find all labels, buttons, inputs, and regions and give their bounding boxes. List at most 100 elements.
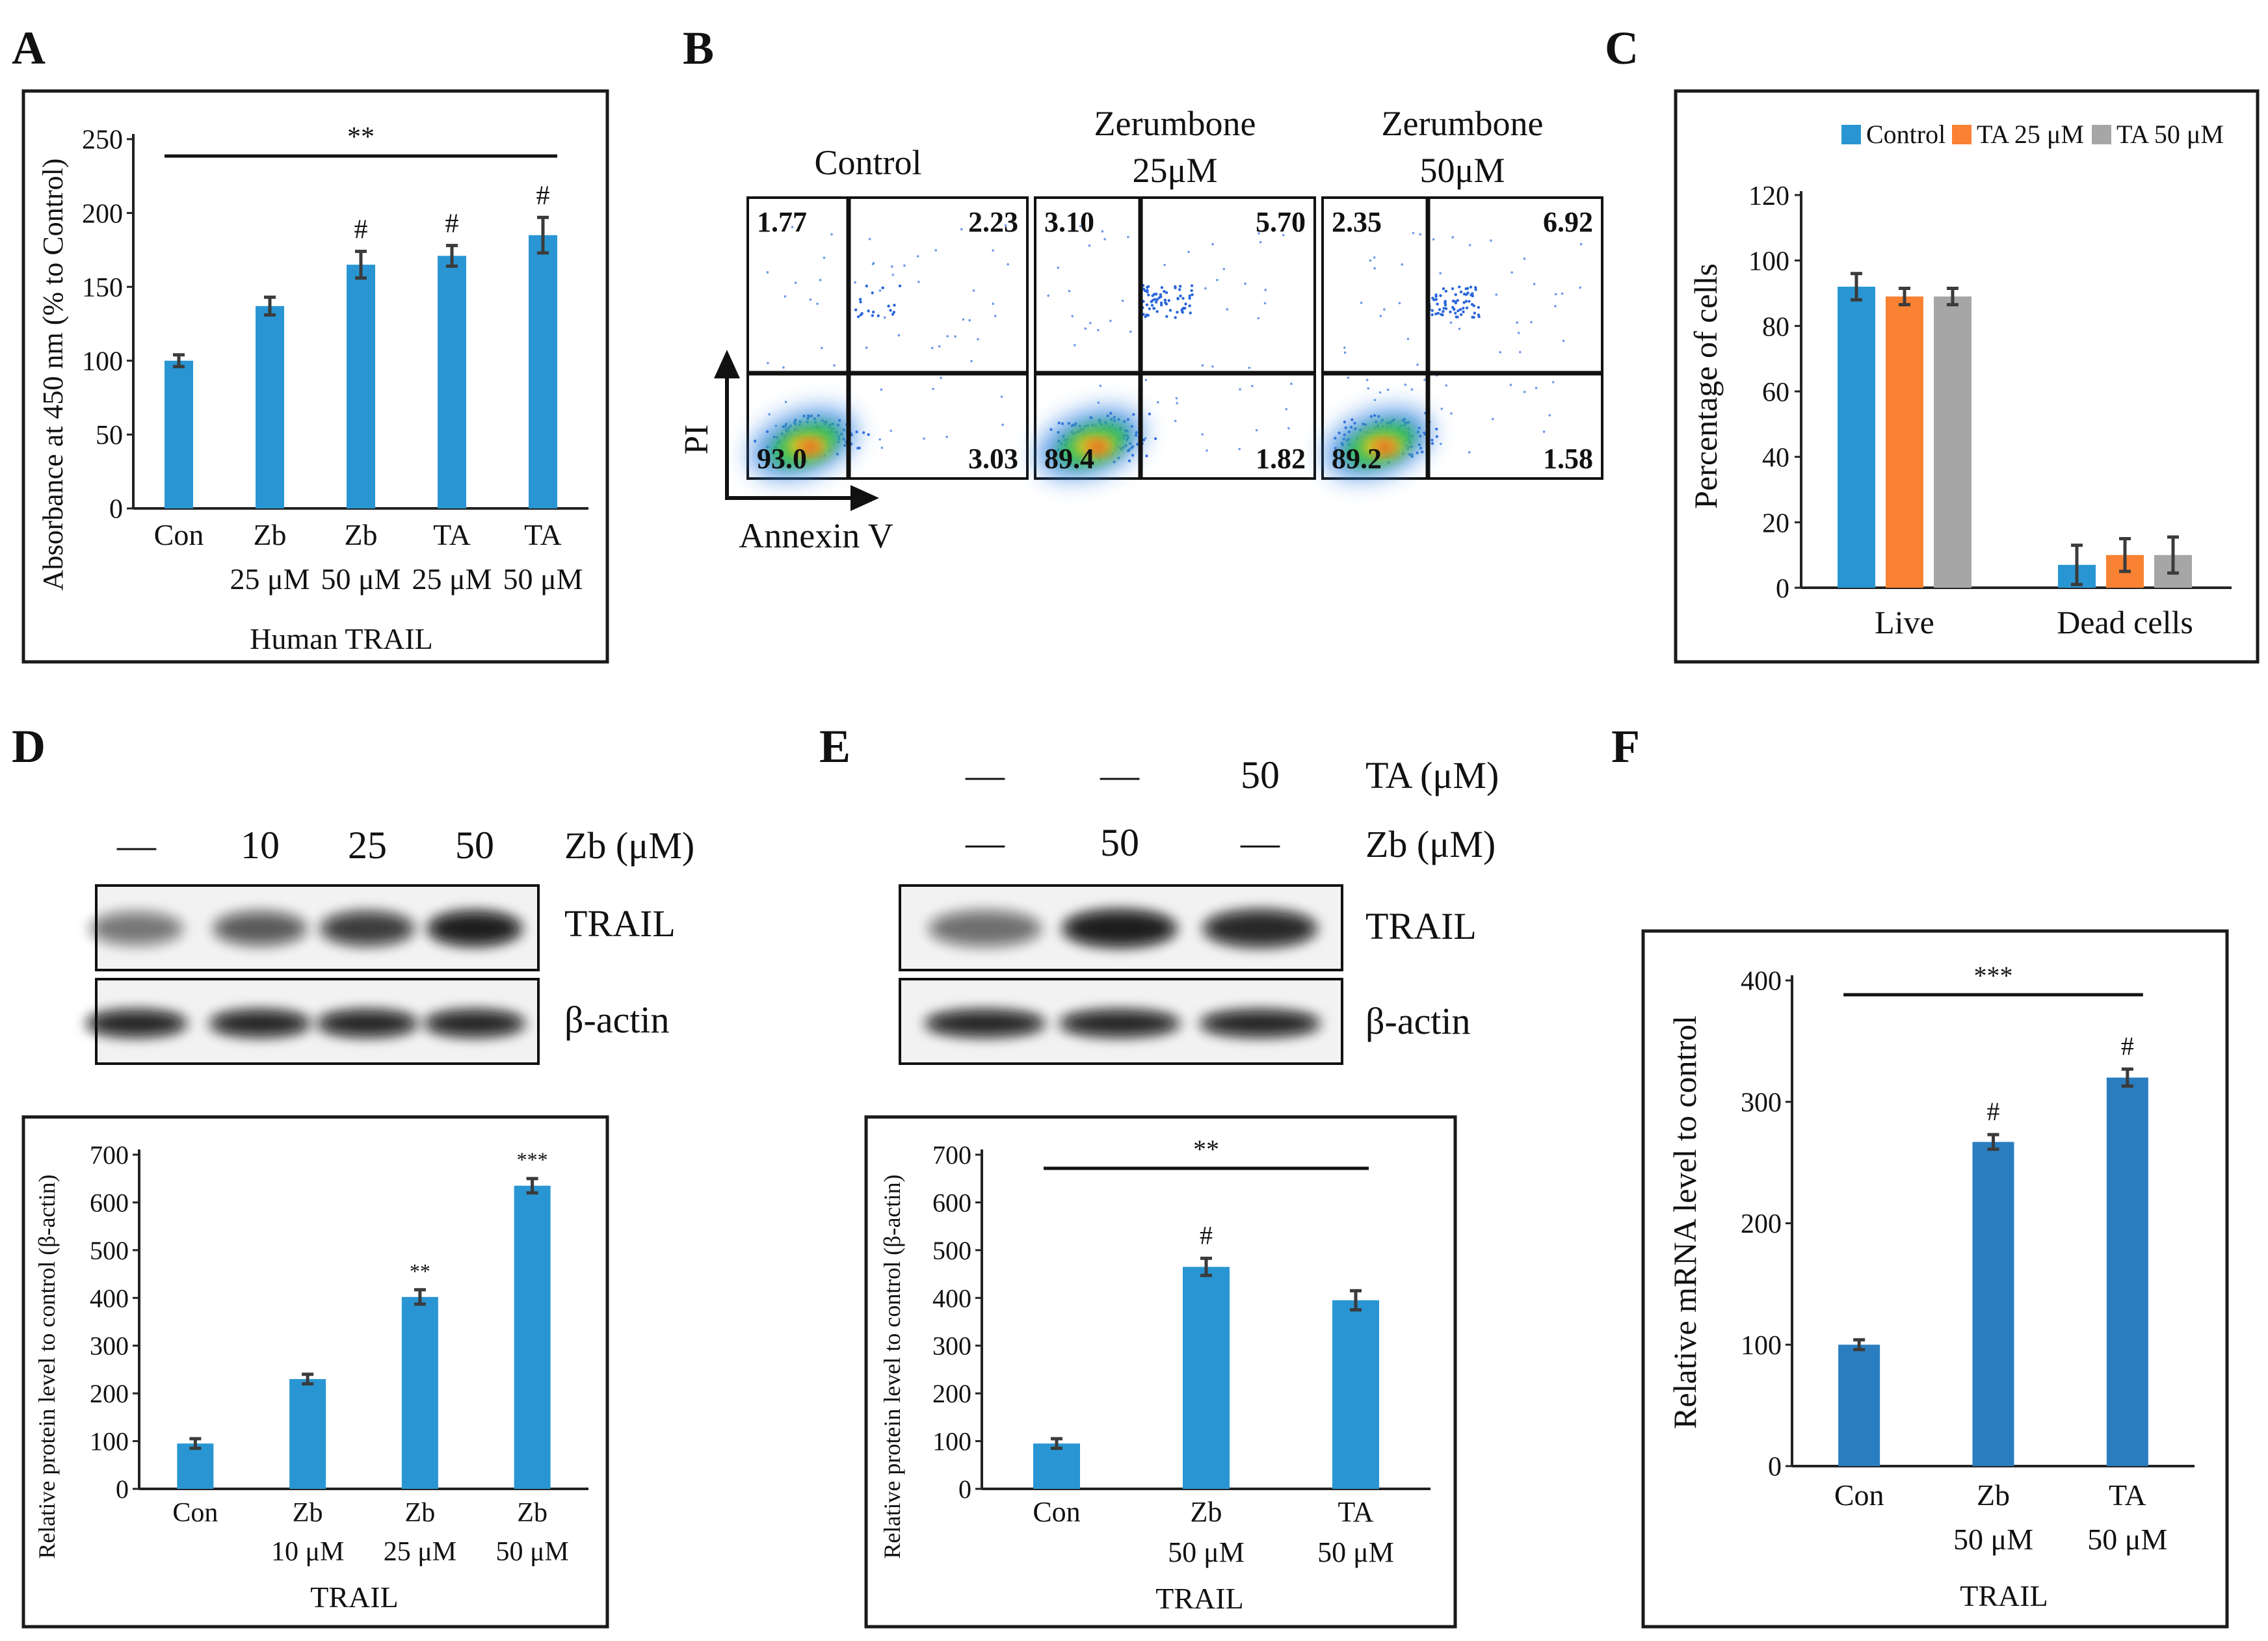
- panel-f-ytick-label: 400: [1741, 967, 1782, 997]
- flow-event-dot: [1156, 400, 1159, 404]
- flow-event-dot: [1211, 243, 1214, 246]
- flow-event-dot: [1454, 293, 1457, 296]
- flow-event-dot: [1211, 365, 1214, 368]
- flow-event-dot: [862, 431, 865, 434]
- panel-c-bar: [1838, 286, 1875, 588]
- panel-c-ytick-label: 40: [1762, 443, 1789, 473]
- flow-event-dot: [1477, 306, 1481, 309]
- flow-event-dot: [1517, 332, 1520, 334]
- flow-event-dot: [1176, 310, 1179, 314]
- flow-event-dot: [1416, 363, 1419, 366]
- flow-event-dot: [1406, 337, 1410, 340]
- flow-event-dot: [1548, 414, 1551, 417]
- quadrant-upper-right-value: 5.70: [1256, 206, 1306, 238]
- flow-event-dot: [1163, 263, 1166, 267]
- flow-event-dot: [1451, 287, 1455, 291]
- panel-f-category-sublabel: 50 μM: [2087, 1523, 2167, 1556]
- flow-event-dot: [1439, 294, 1442, 297]
- panel-f-category-label: TA: [2109, 1478, 2146, 1512]
- flow-event-dot: [1154, 437, 1157, 440]
- flow-event-dot: [1472, 315, 1475, 319]
- flow-event-dot: [1189, 311, 1192, 315]
- flow-event-dot: [1491, 417, 1494, 421]
- quadrant-lower-right-value: 1.58: [1543, 443, 1593, 475]
- flow-event-dot: [856, 315, 860, 319]
- flow-event-dot: [867, 433, 870, 436]
- flow-event-dot: [767, 361, 769, 365]
- panel-e-group-label: TRAIL: [1155, 1582, 1243, 1615]
- flow-event-dot: [1470, 302, 1474, 306]
- flow-event-dot: [1579, 243, 1583, 246]
- flow-event-dot: [1148, 307, 1152, 311]
- flow-event-dot: [946, 335, 949, 337]
- flow-event-dot: [1360, 301, 1363, 304]
- panel-a-significance-label: **: [347, 122, 375, 152]
- panel-e-ytick-label: 700: [932, 1140, 971, 1170]
- flow-event-dot: [1462, 301, 1466, 304]
- blot-e-zb-title: Zb (μM): [1365, 823, 1496, 865]
- flow-event-dot: [1074, 344, 1076, 347]
- flow-event-dot: [1084, 327, 1087, 330]
- flow-event-dot: [1144, 378, 1148, 382]
- blot-e-trail-band-core: [1207, 913, 1313, 944]
- quadrant-upper-left-value: 1.77: [757, 206, 807, 238]
- panel-e-bar: [1183, 1267, 1230, 1489]
- flow-event-dot: [782, 366, 785, 369]
- flow-event-dot: [854, 308, 858, 311]
- flow-event-dot: [1440, 313, 1443, 316]
- panel-c-legend-swatch: [2092, 125, 2111, 144]
- flow-event-dot: [1464, 293, 1468, 296]
- flow-event-dot: [1175, 397, 1178, 400]
- flow-event-dot: [1445, 384, 1448, 387]
- panel-d-ytick-label: 400: [90, 1283, 129, 1313]
- panel-e-ytick-label: 0: [958, 1475, 971, 1504]
- flow-event-dot: [1404, 384, 1407, 386]
- panel-a-bar: [529, 235, 557, 508]
- quadrant-upper-left-value: 2.35: [1332, 206, 1382, 238]
- flow-event-dot: [923, 437, 925, 440]
- flow-event-dot: [784, 295, 787, 298]
- panel-d-category-label: Zb: [293, 1498, 323, 1528]
- flow-event-dot: [1462, 306, 1465, 310]
- flow-event-dot: [1490, 239, 1492, 242]
- flow-event-dot: [1282, 233, 1285, 237]
- panel-e-western-blot: — — 50 — 50 — TA (μM) Zb (μM) TRAIL β-actin: [899, 754, 1499, 1065]
- flow-event-dot: [968, 319, 971, 322]
- flow-event-dot: [871, 314, 874, 317]
- flow-event-dot: [1145, 454, 1148, 458]
- flow-event-dot: [877, 314, 880, 317]
- flow-event-dot: [1258, 232, 1260, 235]
- flow-event-dot: [1176, 296, 1180, 300]
- flow-event-dot: [1554, 293, 1557, 296]
- flow-event-dot: [1131, 454, 1135, 457]
- flow-event-dot: [1412, 231, 1415, 235]
- panel-letter-e: E: [819, 720, 850, 772]
- flow-event-dot: [1153, 293, 1156, 296]
- panel-e-bar: [1332, 1300, 1379, 1489]
- panel-e-ylabel: Relative protein level to control (β-act…: [879, 1174, 905, 1558]
- panel-f-ytick-label: 0: [1768, 1452, 1782, 1482]
- panel-f-significance-mark: #: [2121, 1031, 2134, 1060]
- panel-f-bar: [1972, 1142, 2014, 1466]
- flow-event-dot: [1163, 298, 1167, 302]
- flow-event-dot: [1365, 378, 1369, 382]
- blot-e-trail-label: TRAIL: [1365, 905, 1477, 947]
- panel-a-ytick-label: 100: [82, 347, 123, 377]
- flow-event-dot: [1000, 395, 1003, 398]
- flow-event-dot: [1523, 257, 1526, 260]
- flow-event-dot: [868, 237, 871, 241]
- flow-event-dot: [1049, 428, 1053, 431]
- flow-event-dot: [1259, 241, 1262, 244]
- flow-event-dot: [1057, 421, 1061, 425]
- flow-event-dot: [1159, 301, 1163, 304]
- flow-event-dot: [1434, 295, 1438, 298]
- blot-d-trail-band-core: [93, 914, 180, 943]
- flow-event-dot: [1542, 430, 1546, 433]
- flow-event-dot: [872, 310, 875, 314]
- flow-event-dot: [1165, 291, 1168, 295]
- blot-d-actin-band-core: [213, 1013, 307, 1034]
- flow-event-dot: [954, 335, 956, 338]
- flow-event-dot: [1468, 244, 1471, 246]
- panel-a-bar: [438, 256, 466, 508]
- panel-f-ytick-label: 200: [1741, 1209, 1782, 1239]
